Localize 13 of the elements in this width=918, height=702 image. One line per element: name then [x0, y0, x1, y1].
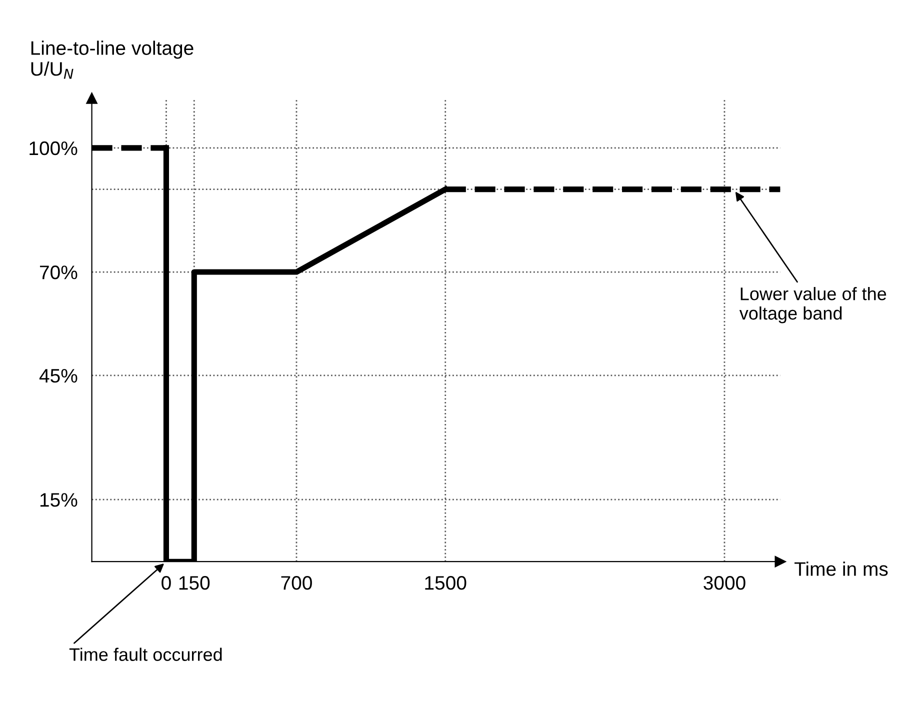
y-tick-label: 45%	[39, 369, 78, 383]
x-tick-label: 150	[179, 576, 210, 590]
y-axis-title: Line-to-line voltage U/U$_{N}$	[31, 40, 194, 79]
y-tick-label: 15%	[40, 493, 78, 507]
x-axis-title: Time in ms	[794, 562, 888, 576]
annotation: Time fault occurred	[69, 648, 222, 661]
x-tick-label: 0	[162, 576, 171, 590]
x-tick-label: 3000	[704, 576, 746, 590]
x-tick-label: 700	[281, 576, 312, 590]
x-tick-label: 1500	[425, 576, 466, 590]
annotation: Lower value of the voltage band	[739, 286, 886, 324]
y-tick-label: 70%	[40, 265, 78, 280]
y-tick-label: 100%	[30, 141, 78, 156]
